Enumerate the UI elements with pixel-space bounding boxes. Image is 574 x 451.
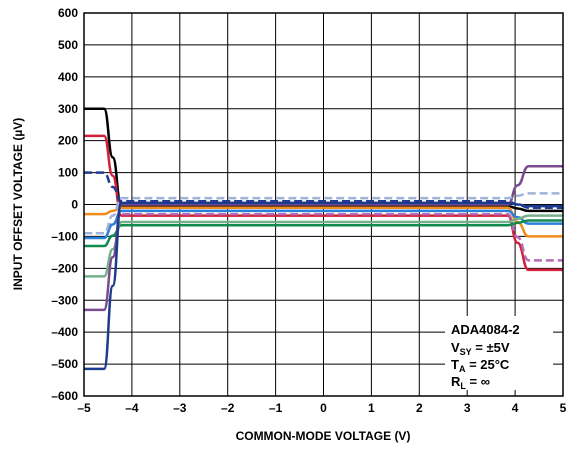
- y-tick-label: –300: [51, 293, 78, 307]
- y-tick-label: –600: [51, 389, 78, 403]
- series-line: [84, 201, 563, 371]
- y-tick-label: 100: [58, 166, 78, 180]
- series-line: [84, 107, 563, 213]
- annotation-load: RL = ∞: [451, 374, 490, 391]
- series-line: [84, 214, 563, 278]
- plot-border: [83, 12, 564, 397]
- annotation-supply: VSY = ±5V: [451, 340, 510, 357]
- x-tick-label: 3: [464, 401, 471, 415]
- tick-labels: –5 –4 –3 –2 –1 0 1 2 3 4 5 600 500 400 300 200 100 0 –100 –…: [51, 6, 566, 415]
- annotation-box: ADA4084-2 VSY = ±5V TA = 25°C RL = ∞: [445, 316, 553, 391]
- x-tick-label: 5: [560, 401, 567, 415]
- x-tick-label: –1: [269, 401, 283, 415]
- x-tick-label: –3: [173, 401, 187, 415]
- y-tick-label: –100: [51, 229, 78, 243]
- x-tick-label: –5: [77, 401, 91, 415]
- annotation-background: [445, 316, 553, 390]
- annotation-device: ADA4084-2: [451, 322, 520, 337]
- y-tick-label: –200: [51, 261, 78, 275]
- series-group: [83, 107, 564, 371]
- y-tick-label: –400: [51, 325, 78, 339]
- x-axis-title: COMMON-MODE VOLTAGE (V): [236, 429, 411, 443]
- grid: [84, 13, 563, 396]
- x-tick-label: –2: [221, 401, 235, 415]
- y-tick-label: 200: [58, 134, 78, 148]
- series-line: [84, 134, 563, 272]
- x-tick-label: 4: [512, 401, 519, 415]
- x-tick-label: 0: [320, 401, 327, 415]
- series-line: [83, 206, 564, 238]
- x-tick-label: –4: [125, 401, 139, 415]
- x-tick-label: 1: [368, 401, 375, 415]
- series-line: [83, 192, 563, 235]
- y-tick-label: 0: [71, 198, 78, 212]
- y-tick-label: 600: [58, 6, 78, 20]
- series-line: [84, 164, 563, 312]
- plot-frame: [83, 12, 564, 397]
- series-line: [84, 219, 563, 248]
- y-tick-label: 300: [58, 102, 78, 116]
- y-tick-label: 500: [58, 38, 78, 52]
- x-tick-label: 2: [416, 401, 423, 415]
- y-tick-label: 400: [58, 70, 78, 84]
- annotation-temperature: TA = 25°C: [451, 357, 510, 374]
- y-tick-label: –500: [51, 357, 78, 371]
- y-axis-title: INPUT OFFSET VOLTAGE (µV): [11, 118, 25, 290]
